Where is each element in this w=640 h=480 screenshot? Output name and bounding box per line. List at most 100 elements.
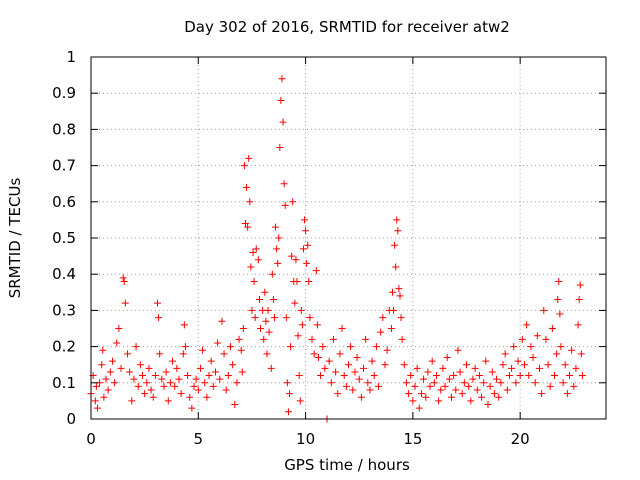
data-point — [226, 343, 234, 351]
data-point — [287, 343, 295, 351]
data-point — [91, 397, 99, 405]
data-point — [325, 357, 333, 365]
data-point — [284, 408, 292, 416]
data-point — [229, 361, 237, 369]
y-tick-label: 0.5 — [52, 229, 76, 247]
data-point — [353, 353, 361, 361]
data-point — [173, 364, 181, 372]
y-tick-label: 0 — [66, 410, 76, 428]
data-point — [177, 390, 185, 398]
x-axis-label: GPS time / hours — [284, 456, 410, 474]
data-point — [106, 368, 114, 376]
data-point — [516, 372, 524, 380]
data-point — [123, 350, 131, 358]
data-point — [379, 314, 387, 322]
data-point — [268, 270, 276, 278]
data-point — [243, 183, 251, 191]
y-tick-label: 0.8 — [52, 120, 76, 138]
data-point — [92, 382, 100, 390]
data-point — [432, 372, 440, 380]
data-point — [575, 296, 583, 304]
data-point — [387, 325, 395, 332]
data-point — [554, 296, 562, 304]
data-point — [396, 292, 404, 300]
data-point — [454, 346, 462, 354]
data-point — [104, 386, 112, 394]
data-point — [175, 375, 183, 383]
data-point — [471, 364, 479, 372]
data-point — [497, 379, 505, 387]
data-point — [578, 372, 586, 380]
y-tick-label: 0.7 — [52, 157, 76, 175]
data-point — [566, 372, 574, 380]
data-point — [393, 216, 401, 224]
data-point — [312, 267, 320, 275]
data-point — [544, 361, 552, 369]
data-point — [235, 335, 243, 343]
data-point — [156, 350, 164, 358]
data-point — [364, 379, 372, 387]
data-point — [145, 364, 153, 372]
data-point — [314, 353, 322, 361]
data-point — [158, 375, 166, 383]
data-point — [231, 401, 239, 409]
data-point — [319, 343, 327, 351]
data-point — [248, 306, 256, 314]
data-point — [490, 390, 498, 398]
data-point — [239, 325, 247, 332]
data-point — [435, 397, 443, 405]
data-point — [503, 386, 511, 394]
data-point — [301, 216, 309, 224]
data-point — [402, 379, 410, 387]
data-point — [278, 75, 286, 83]
data-point — [216, 375, 224, 383]
y-axis-label: SRMTID / TECUs — [6, 178, 24, 299]
data-point — [478, 393, 486, 401]
data-point — [121, 299, 129, 307]
data-point — [437, 386, 445, 394]
data-point — [480, 379, 488, 387]
data-point — [523, 321, 531, 329]
y-tick-label: 0.4 — [52, 265, 76, 283]
data-point — [147, 386, 155, 394]
data-point — [151, 372, 159, 380]
data-point — [458, 390, 466, 398]
data-point — [420, 375, 428, 383]
data-point — [252, 245, 260, 253]
data-point — [224, 372, 232, 380]
data-point — [493, 375, 501, 383]
data-point — [415, 404, 423, 412]
x-tick-label: 20 — [511, 430, 530, 448]
data-point — [218, 317, 226, 325]
data-point — [113, 339, 121, 347]
data-point — [508, 364, 516, 372]
data-point — [327, 379, 335, 387]
data-point — [254, 256, 262, 264]
data-point — [214, 339, 222, 347]
data-point — [279, 118, 287, 126]
data-point — [304, 241, 312, 249]
data-point — [568, 346, 576, 354]
data-point — [186, 393, 194, 401]
data-point — [390, 306, 398, 314]
data-point — [308, 335, 316, 343]
data-point — [298, 321, 306, 329]
data-point — [244, 223, 252, 231]
data-point — [469, 375, 477, 383]
data-point — [303, 259, 311, 267]
tick-labels: 0 5 10 15 20 0 0.1 0.2 0.3 0.4 0.5 0.6 0.7 0.8 0.9 1 — [52, 48, 530, 448]
data-point — [394, 227, 402, 235]
data-point — [264, 306, 272, 314]
data-point — [269, 296, 277, 304]
data-point — [383, 346, 391, 354]
data-point — [270, 314, 278, 322]
data-point — [467, 397, 475, 405]
data-point — [257, 325, 265, 332]
data-point — [108, 357, 116, 365]
data-point — [370, 372, 378, 380]
data-point — [570, 382, 578, 390]
data-point — [120, 277, 128, 285]
data-point — [518, 335, 526, 343]
data-point — [180, 321, 188, 329]
